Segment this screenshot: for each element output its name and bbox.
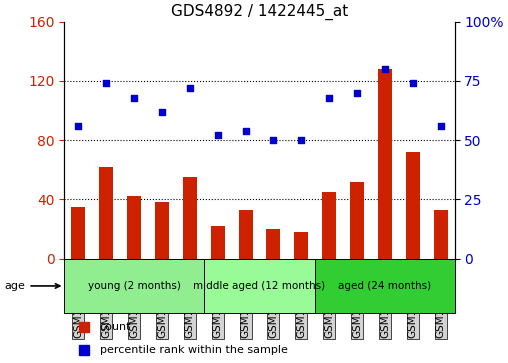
Bar xyxy=(294,232,308,258)
Bar xyxy=(350,182,364,258)
Point xyxy=(214,132,222,138)
Text: percentile rank within the sample: percentile rank within the sample xyxy=(100,345,288,355)
Bar xyxy=(267,229,280,258)
Bar xyxy=(434,210,448,258)
Text: middle aged (12 months): middle aged (12 months) xyxy=(194,281,326,291)
Bar xyxy=(99,167,113,258)
FancyBboxPatch shape xyxy=(204,258,315,313)
Title: GDS4892 / 1422445_at: GDS4892 / 1422445_at xyxy=(171,4,348,20)
Point xyxy=(353,90,361,96)
Point xyxy=(297,137,305,143)
Point xyxy=(325,95,333,101)
Text: young (2 months): young (2 months) xyxy=(88,281,180,291)
Point xyxy=(381,66,389,72)
Bar xyxy=(155,202,169,258)
FancyBboxPatch shape xyxy=(65,258,204,313)
Bar xyxy=(378,69,392,258)
Point xyxy=(269,137,277,143)
Point xyxy=(186,85,194,91)
Bar xyxy=(72,207,85,258)
Point xyxy=(102,81,110,86)
Point xyxy=(409,81,417,86)
Bar xyxy=(127,196,141,258)
Text: aged (24 months): aged (24 months) xyxy=(338,281,431,291)
FancyBboxPatch shape xyxy=(315,258,455,313)
Point xyxy=(74,123,82,129)
Bar xyxy=(406,152,420,258)
Bar xyxy=(211,226,225,258)
Text: count: count xyxy=(100,322,131,332)
Bar xyxy=(322,192,336,258)
Point xyxy=(130,95,138,101)
Point xyxy=(436,123,444,129)
Bar xyxy=(239,210,252,258)
Point xyxy=(158,109,166,115)
Text: age: age xyxy=(5,281,60,291)
Point xyxy=(241,128,249,134)
Bar xyxy=(183,177,197,258)
